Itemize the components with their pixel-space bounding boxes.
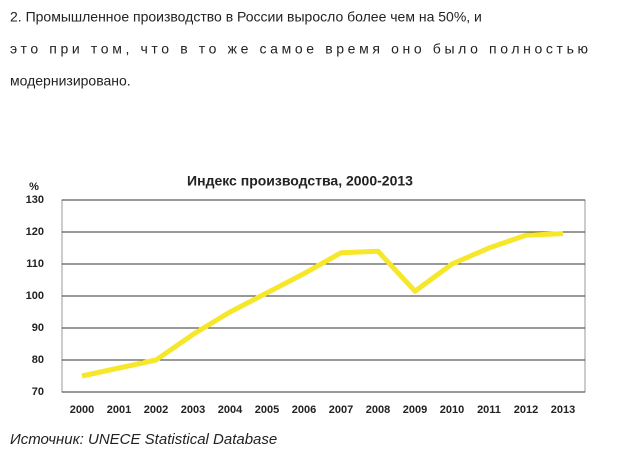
paragraph-line: 2. Промышленное производство в России вы… <box>10 9 482 25</box>
x-tick-label: 2001 <box>107 404 131 416</box>
source: Источник: UNECE Statistical Database <box>10 431 277 448</box>
x-tick-label: 2010 <box>440 404 464 416</box>
paragraph-line: модернизировано. <box>10 73 131 89</box>
y-tick-label: 120 <box>26 226 44 238</box>
y-tick-label: 130 <box>26 194 44 206</box>
x-tick-label: 2012 <box>514 404 538 416</box>
paragraph-line: это при том, что в то же самое время оно… <box>10 41 588 57</box>
x-tick-label: 2011 <box>477 404 501 416</box>
data-line <box>81 231 564 379</box>
y-tick-label: 80 <box>32 354 44 366</box>
x-tick-label: 2006 <box>292 404 316 416</box>
x-tick-label: 2002 <box>144 404 168 416</box>
y-tick-label: 90 <box>32 322 44 334</box>
x-tick-label: 2007 <box>329 404 353 416</box>
y-tick-label: 100 <box>26 290 44 302</box>
x-tick-label: 2000 <box>70 404 94 416</box>
x-tick-label: 2009 <box>403 404 427 416</box>
x-tick-label: 2008 <box>366 404 390 416</box>
chart-title: Индекс производства, 2000-2013 <box>187 173 413 189</box>
x-tick-label: 2003 <box>181 404 205 416</box>
x-tick-label: 2004 <box>218 404 243 416</box>
y-tick-label: 70 <box>32 386 44 398</box>
y-tick-label: 110 <box>26 258 44 270</box>
x-tick-label: 2005 <box>255 404 279 416</box>
y-axis-label: % <box>29 181 39 193</box>
x-tick-label: 2013 <box>551 404 575 416</box>
